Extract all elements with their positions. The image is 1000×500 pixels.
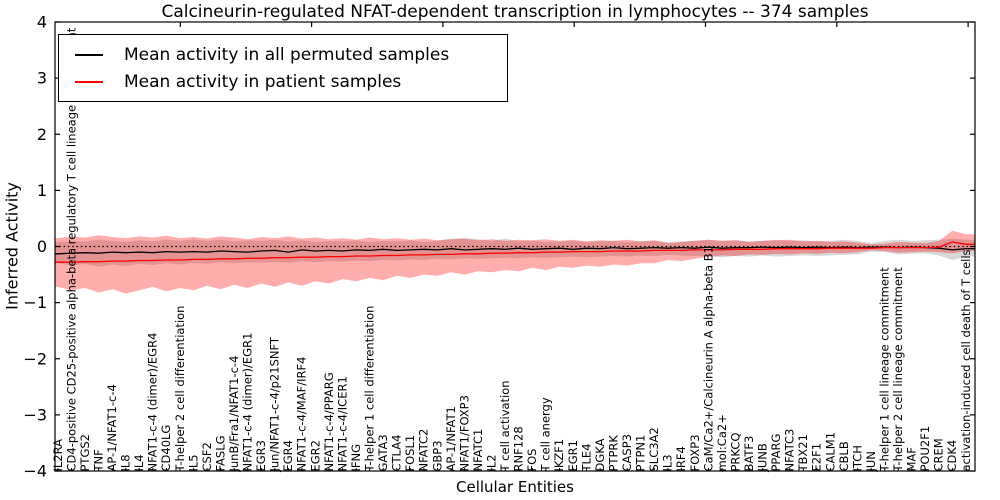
x-tick-label: NFAT1-c-4/PPARG [322,372,336,471]
x-tick-label: BATF3 [742,436,756,472]
y-tick-label: −3 [23,405,47,424]
x-tick-label: T cell activation [498,380,512,472]
x-tick-label: EGR3 [254,440,268,472]
y-tick-label: 0 [37,237,47,256]
x-tick-label: IRF4 [674,446,688,471]
x-tick-label: EGR1 [566,440,580,472]
x-tick-label: IL4 [132,454,146,471]
chart-title: Calcineurin-regulated NFAT-dependent tra… [161,2,869,22]
legend: Mean activity in all permuted samples Me… [58,34,508,102]
patient-line-swatch [75,80,103,83]
x-tick-label: SLC3A2 [647,427,661,471]
x-tick-label: T-helper 2 cell differentiation [173,306,187,473]
x-tick-label: PTPN1 [634,435,648,472]
x-tick-label: FASLG [213,435,227,471]
x-tick-label: CASP3 [620,434,634,471]
x-tick-label: GATA3 [376,434,390,471]
x-tick-label: CD40LG [159,425,173,472]
x-tick-label: NFAT1-c-4/ICER1 [335,376,349,471]
x-tick-label: IL3 [661,454,675,471]
x-tick-label: EGR2 [308,440,322,472]
x-tick-label: NFAT1-c-4/MAF/IRF4 [295,357,309,472]
x-tick-label: EGR4 [281,440,295,472]
x-tick-label: E2F1 [810,443,824,472]
x-tick-label: PRKCQ [728,433,742,472]
x-tick-label: RNF128 [512,426,526,471]
y-tick-label: 2 [37,125,47,144]
x-tick-label: PTPRK [606,435,620,472]
x-tick-label: FOXP3 [688,434,702,471]
x-tick-label: NFATC1 [471,429,485,472]
x-tick-label: PTGS2 [78,434,92,472]
x-tick-label: AP-1/NFAT1-c-4 [105,384,119,471]
x-tick-label: DGKA [593,438,607,471]
x-tick-label: CSF2 [200,442,214,471]
patient-mean-line [55,241,975,263]
x-tick-label: T cell anergy [539,397,553,472]
x-tick-label: IL8 [119,454,133,471]
patient-samples-std-band [55,230,975,294]
x-tick-label: JunB/Fra1/NFAT1-c-4 [227,356,241,473]
legend-item-patient: Mean activity in patient samples [75,68,507,95]
permuted-line-swatch [75,53,103,56]
x-tick-label: TLE4 [579,443,593,472]
x-tick-label: IL5 [186,454,200,471]
x-tick-label: CaM/Ca2+/Calcineurin A alpha-beta B1 [701,246,715,471]
y-tick-label: 1 [37,181,47,200]
x-tick-label: NFAT1-c-4 (dimer)/EGR4 [146,333,160,472]
x-tick-label: IKZF1 [552,439,566,472]
y-tick-label: 4 [37,13,47,32]
x-tick-label: mol:Ca2+ [715,414,729,471]
x-tick-label: MAF [905,447,919,471]
x-tick-label: JUN [864,451,878,472]
x-axis-label: Cellular Entities [456,478,574,496]
x-tick-label: T-helper 1 cell lineage commitment [878,267,892,473]
legend-label-patient: Mean activity in patient samples [124,71,402,92]
x-tick-label: POU2F1 [918,426,932,472]
x-tick-label: GBP3 [430,440,444,471]
x-tick-label: CREM [932,438,946,471]
y-tick-label: −4 [23,462,47,481]
x-tick-label: TNF [92,449,106,472]
x-tick-label: AP-1/NFAT1 [444,406,458,471]
y-tick-label: −1 [23,293,47,312]
x-tick-label: JUNB [756,443,770,472]
x-tick-label: T-helper 2 cell lineage commitment [891,267,905,473]
y-tick-label: −2 [23,349,47,368]
x-tick-label: T-helper 1 cell differentiation [363,306,377,473]
x-tick-label: CD4-positive CD25-positive alpha-beta re… [64,27,78,471]
x-tick-label: NFAT1-c-4 (dimer)/EGR1 [241,333,255,472]
x-tick-label: IL2RA [51,439,65,472]
x-tick-label: FOS [525,449,539,472]
x-tick-label: TBX21 [796,434,810,472]
permuted-mean-line [55,246,975,255]
x-tick-label: CDK4 [945,440,959,472]
x-tick-label: FOSL1 [403,435,417,472]
x-tick-label: CALM1 [823,432,837,472]
x-tick-label: NFAT1/FOXP3 [457,395,471,471]
x-tick-label: NFATC3 [783,429,797,472]
x-tick-label: CBLB [837,441,851,471]
x-tick-label: NFATC2 [417,429,431,472]
x-tick-label: ITCH [850,445,864,471]
x-tick-label: IFNG [349,444,363,472]
legend-label-permuted: Mean activity in all permuted samples [124,44,450,65]
x-tick-label: activation-induced cell death of T cells [959,249,973,471]
x-tick-label: PPARG [769,434,783,472]
legend-item-permuted: Mean activity in all permuted samples [75,41,507,68]
y-tick-label: 3 [37,69,47,88]
x-tick-label: CTLA4 [390,435,404,472]
x-tick-label: IL2 [485,454,499,471]
x-tick-label: Jun/NFAT1-c-4/p21SNFT [268,336,282,472]
